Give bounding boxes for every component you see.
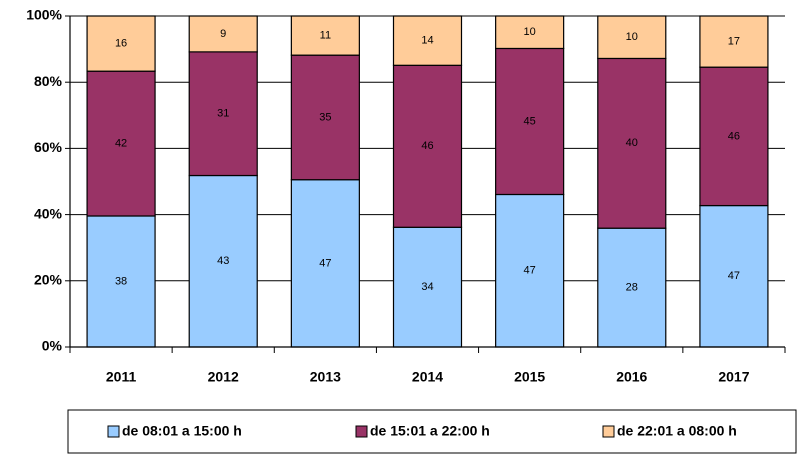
value-label: 28: [626, 281, 638, 293]
x-tick-label: 2017: [718, 369, 749, 385]
y-tick-label: 40%: [34, 205, 63, 221]
legend-swatch: [602, 425, 615, 438]
y-tick-label: 80%: [34, 73, 63, 89]
value-label: 10: [524, 26, 536, 38]
x-tick-label: 2012: [208, 369, 239, 385]
legend-box: [67, 409, 797, 454]
value-label: 17: [728, 35, 740, 47]
value-label: 14: [421, 35, 433, 47]
y-tick-label: 100%: [26, 7, 62, 23]
value-label: 11: [320, 29, 331, 41]
value-label: 35: [319, 111, 331, 123]
bar-segment: [597, 57, 667, 229]
legend-label: de 08:01 a 15:00 h: [122, 423, 242, 439]
bar-segment: [495, 15, 565, 50]
value-label: 46: [728, 130, 740, 142]
bar-segment: [290, 15, 360, 56]
bar-segment: [86, 15, 156, 72]
value-label: 9: [220, 28, 226, 40]
value-label: 47: [319, 257, 331, 269]
legend-label: de 22:01 a 08:00 h: [617, 423, 737, 439]
bar-segment: [392, 15, 463, 66]
legend-swatch: [355, 425, 368, 438]
x-tick-label: 2013: [310, 369, 341, 385]
value-label: 47: [524, 265, 536, 277]
y-tick-label: 20%: [34, 272, 63, 288]
bar-segment: [495, 47, 565, 196]
x-tick-label: 2011: [106, 369, 137, 385]
bar-segment: [699, 15, 769, 68]
value-label: 40: [626, 137, 638, 149]
legend-label: de 15:01 a 22:00 h: [370, 423, 490, 439]
value-label: 42: [115, 137, 127, 149]
bar-segment: [597, 227, 667, 348]
bar-segment: [188, 51, 258, 177]
bar-segment: [699, 204, 769, 348]
x-tick-label: 2015: [514, 369, 545, 385]
bar-segment: [290, 179, 360, 348]
value-label: 46: [421, 140, 433, 152]
bar-segment: [392, 64, 463, 228]
bar-segment: [597, 15, 667, 60]
bar-segment: [188, 15, 258, 53]
value-label: 34: [421, 281, 433, 293]
value-label: 16: [115, 37, 127, 49]
bar-segment: [699, 66, 769, 207]
value-label: 45: [524, 115, 536, 127]
bar-segment: [86, 215, 156, 348]
legend-swatch: [107, 425, 120, 438]
y-tick-label: 60%: [34, 139, 63, 155]
x-tick-label: 2014: [412, 369, 443, 385]
y-tick-label: 0%: [42, 338, 63, 354]
bar-segment: [392, 226, 463, 348]
value-label: 38: [115, 275, 127, 287]
value-label: 10: [626, 31, 638, 43]
x-tick-label: 2016: [616, 369, 647, 385]
value-label: 31: [217, 108, 229, 120]
bar-segment: [290, 54, 360, 181]
value-label: 43: [217, 255, 229, 267]
value-label: 47: [728, 270, 740, 282]
